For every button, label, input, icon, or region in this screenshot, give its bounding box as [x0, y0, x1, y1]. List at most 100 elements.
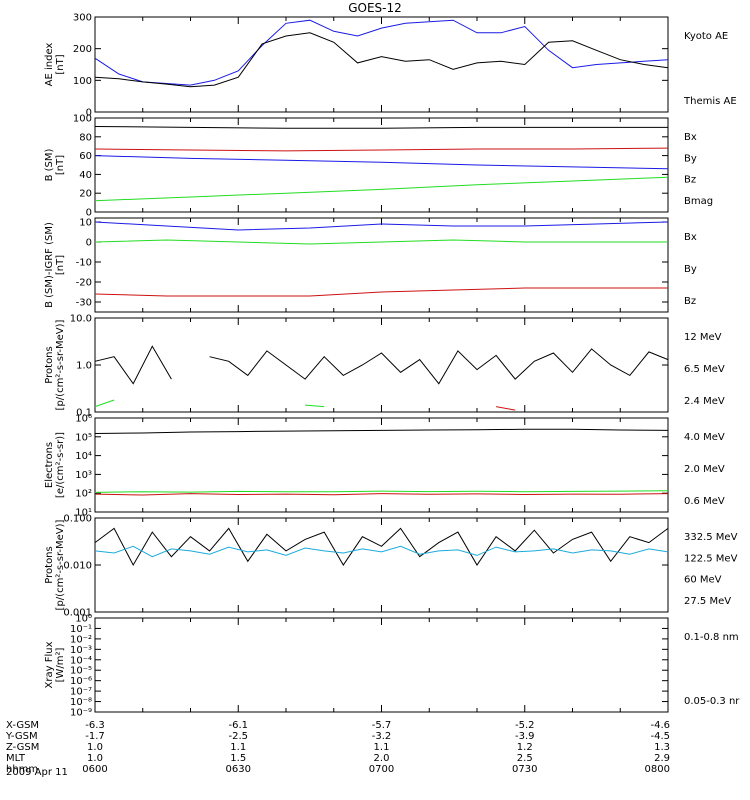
ephemeris-value: -1.7 [85, 731, 105, 742]
legend-label: 4.0 MeV [684, 432, 725, 443]
y-axis-label-line: Protons [44, 546, 55, 583]
legend-label: 6.5 MeV [684, 364, 725, 375]
y-tick-label: 0.100 [63, 514, 92, 525]
ephemeris-value: -6.3 [85, 720, 105, 731]
series-protons_epead-0 [94, 345, 669, 385]
legend-label: Bz [684, 296, 696, 307]
y-axis-label: Xray Flux[W/m²] [44, 641, 66, 688]
y-tick-label: 10⁶ [75, 414, 92, 425]
series-b_igrf-1 [94, 239, 668, 245]
legend-label: Bx [684, 232, 697, 243]
y-axis-label-line: [nT] [55, 255, 66, 275]
panel-electrons: 10⁶ 10⁵ 10⁴ 10³ 10² 10¹ Electrons[e/(cm²-s-sr)… [44, 414, 725, 519]
panel-protons_epead: 10.0 1.0 0.1 Protons[p/(cm²-s-sr-MeV)] 12 Me… [44, 314, 725, 419]
ephemeris-value: 2.9 [654, 753, 670, 764]
ephemeris-value: 2.5 [517, 753, 533, 764]
y-tick-label: 10.0 [70, 314, 92, 325]
y-tick-label: 0 [86, 108, 92, 119]
y-tick-label: 10⁻⁶ [70, 676, 92, 687]
panel-frame [94, 517, 669, 613]
y-axis-label-line: AE index [44, 43, 55, 87]
ephemeris-value: 1.0 [87, 753, 103, 764]
legend-label: 27.5 MeV [684, 596, 731, 607]
series-protons_hepad-1 [94, 545, 669, 558]
series-b_sm-1 [94, 176, 669, 202]
y-tick-label: 20 [79, 189, 92, 200]
y-tick-label: 10⁻⁸ [70, 697, 92, 708]
y-tick-label: 10² [75, 489, 92, 500]
y-axis-label-line: Xray Flux [44, 641, 55, 688]
y-axis-label-line: B (SM) [44, 148, 55, 181]
legend-label: 332.5 MeV [684, 532, 738, 543]
ephemeris-value: -5.7 [372, 720, 392, 731]
y-tick-label: -20 [76, 278, 92, 289]
legend-label: 12 MeV [684, 332, 722, 343]
series-b_sm-0 [94, 155, 669, 170]
y-tick-label: 300 [73, 13, 92, 24]
series-electrons-0 [94, 428, 669, 434]
legend-label: Themis AE [683, 96, 737, 107]
y-tick-label: 10⁰ [75, 614, 92, 625]
panel-frame [94, 317, 669, 413]
legend-label: Bx [684, 132, 697, 143]
ephemeris-value: -5.2 [515, 720, 535, 731]
plot-title: GOES-12 [348, 1, 402, 15]
legend-label: 122.5 MeV [684, 553, 738, 564]
panel-frame [94, 16, 669, 113]
ephemeris-value: 1.5 [230, 753, 246, 764]
y-tick-label: 0.001 [63, 608, 92, 619]
y-tick-label: 60 [79, 151, 92, 162]
ephemeris-value: 0630 [226, 764, 251, 775]
y-tick-label: -10 [76, 258, 92, 269]
y-axis-label-line: [e/(cm²-s-sr)] [55, 432, 66, 498]
y-axis-label: Protons[p/(cm²-s-sr-MeV)] [44, 319, 66, 410]
ephemeris-value: 2.0 [374, 753, 390, 764]
panel-protons_hepad: 0.1000.0100.001Protons[p/(cm²-s-sr-MeV)]… [44, 514, 738, 619]
legend-label: Bz [684, 175, 696, 186]
y-axis-label-line: [nT] [55, 155, 66, 175]
panel-b_igrf: 10 0 -10 -20 -30 B (SM)-IGRF (SM)[nT] Bx By Bz [44, 217, 697, 313]
ephemeris-value: -4.6 [650, 720, 670, 731]
y-tick-label: 10⁻² [70, 634, 92, 645]
series-electrons-2 [94, 493, 669, 496]
y-tick-label: 0 [86, 208, 92, 219]
ephemeris-value: -2.5 [228, 731, 248, 742]
y-tick-label: 10⁻¹ [70, 624, 92, 635]
ephemeris-row-label: hhmm [6, 764, 38, 775]
legend-label: 0.05-0.3 nr [684, 696, 740, 707]
y-axis-label: AE index[nT] [44, 43, 66, 87]
panel-frame [94, 617, 669, 713]
ephemeris-value: -6.1 [228, 720, 248, 731]
y-axis-label: Protons[p/(cm²-s-sr-MeV)] [44, 519, 66, 610]
legend-label: 2.4 MeV [684, 396, 725, 407]
y-tick-label: 10⁻⁴ [70, 655, 92, 666]
y-tick-label: 10⁻³ [70, 645, 92, 656]
ephemeris-value: 1.0 [87, 742, 103, 753]
panel-ae: 0 100 200 300 AE index[nT] Kyoto AE Themis AE [44, 13, 737, 119]
legend-label: Bmag [684, 196, 713, 207]
y-tick-label: 10⁻⁷ [70, 687, 92, 698]
y-axis-label-line: Electrons [44, 442, 55, 488]
y-tick-label: 10⁴ [75, 451, 92, 462]
ephemeris-value: -3.2 [372, 731, 392, 742]
series-ae-0 [94, 19, 669, 86]
y-tick-label: 10³ [75, 470, 92, 481]
legend-label: Kyoto AE [684, 31, 728, 42]
y-axis-label-line: [W/m²] [55, 647, 66, 682]
y-axis-label-line: [p/(cm²-s-sr-MeV)] [55, 519, 66, 610]
legend-label: 0.6 MeV [684, 496, 725, 507]
y-axis-label-line: [p/(cm²-s-sr-MeV)] [55, 319, 66, 410]
y-tick-label: 200 [73, 44, 92, 55]
ephemeris-value: 1.2 [517, 742, 533, 753]
series-b_sm-3 [94, 126, 668, 129]
series-b_igrf-2 [94, 287, 668, 297]
series-protons_epead-2 [496, 406, 516, 411]
legend-label: By [684, 264, 697, 275]
y-tick-label: 10⁻⁵ [70, 666, 92, 677]
y-tick-label: 10⁻⁹ [70, 708, 92, 719]
ephemeris-row-label: MLT [6, 753, 26, 764]
ephemeris-row-label: X-GSM [6, 720, 39, 731]
y-tick-label: 0.010 [63, 561, 92, 572]
